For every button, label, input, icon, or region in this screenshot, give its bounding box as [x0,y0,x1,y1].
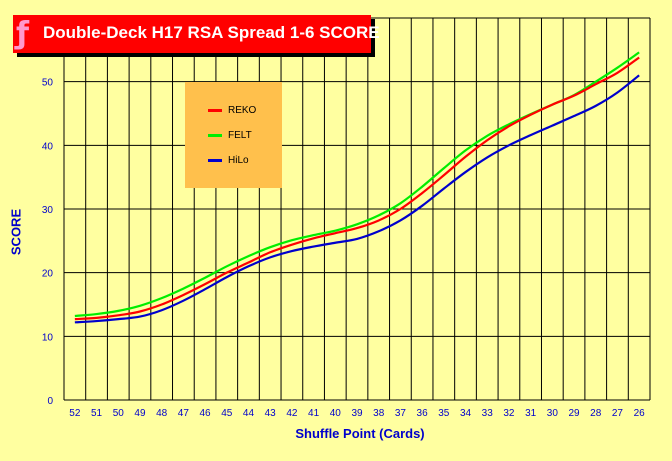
x-tick-label: 32 [503,408,515,419]
legend-swatch-reko [208,108,222,112]
x-tick-label: 37 [395,408,407,419]
legend-label-reko: REKO [228,104,257,116]
x-tick-label: 26 [634,408,646,419]
x-tick-label: 34 [460,408,472,419]
series-line-hilo [74,74,640,324]
x-tick-label: 48 [156,408,168,419]
chart-title-box: ƒ Double-Deck H17 RSA Spread 1-6 SCORE [13,15,380,53]
legend-item-reko: REKO [208,103,256,117]
x-tick-label: 33 [482,408,494,419]
legend-swatch-hilo [208,158,222,162]
x-tick-label: 43 [265,408,277,419]
series-line-felt [74,51,640,318]
legend-item-felt: FELT [208,128,252,142]
y-axis-label: SCORE [8,208,24,256]
y-tick-label: 20 [42,269,54,280]
x-tick-label: 39 [351,408,363,419]
y-tick-label: 0 [47,396,53,407]
x-axis-label: Shuffle Point (Cards) [295,426,425,441]
y-tick-label: 10 [42,332,54,343]
series-line-reko [74,56,640,321]
logo-icon: ƒ [16,16,30,51]
x-tick-label: 52 [69,408,81,419]
x-tick-labels: 52 51 50 49 48 47 46 45 44 43 42 41 40 39 38 37 36 35 34 33… [69,408,645,419]
chart-title: Double-Deck H17 RSA Spread 1-6 SCORE [43,23,380,42]
x-tick-label: 49 [134,408,146,419]
x-tick-label: 27 [612,408,624,419]
legend: REKO FELT HiLo [185,82,282,188]
series-lines [74,51,640,324]
x-tick-label: 36 [417,408,429,419]
x-tick-label: 29 [568,408,580,419]
x-tick-label: 31 [525,408,537,419]
x-tick-label: 50 [113,408,125,419]
x-tick-label: 35 [438,408,450,419]
x-tick-label: 41 [308,408,320,419]
gridlines [63,17,651,401]
y-tick-label: 50 [42,78,54,89]
x-tick-label: 30 [547,408,559,419]
x-tick-label: 42 [286,408,298,419]
y-tick-label: 30 [42,205,54,216]
y-tick-label: 40 [42,141,54,152]
x-tick-label: 28 [590,408,602,419]
legend-item-hilo: HiLo [208,153,249,167]
x-tick-label: 40 [330,408,342,419]
legend-label-felt: FELT [228,129,252,141]
x-tick-label: 47 [178,408,190,419]
legend-swatch-felt [208,133,222,137]
x-tick-label: 51 [91,408,103,419]
legend-label-hilo: HiLo [228,154,249,166]
x-tick-label: 38 [373,408,385,419]
x-tick-label: 46 [200,408,212,419]
y-tick-labels: 0102030405060 [42,14,54,407]
x-tick-label: 45 [221,408,233,419]
x-tick-label: 44 [243,408,255,419]
